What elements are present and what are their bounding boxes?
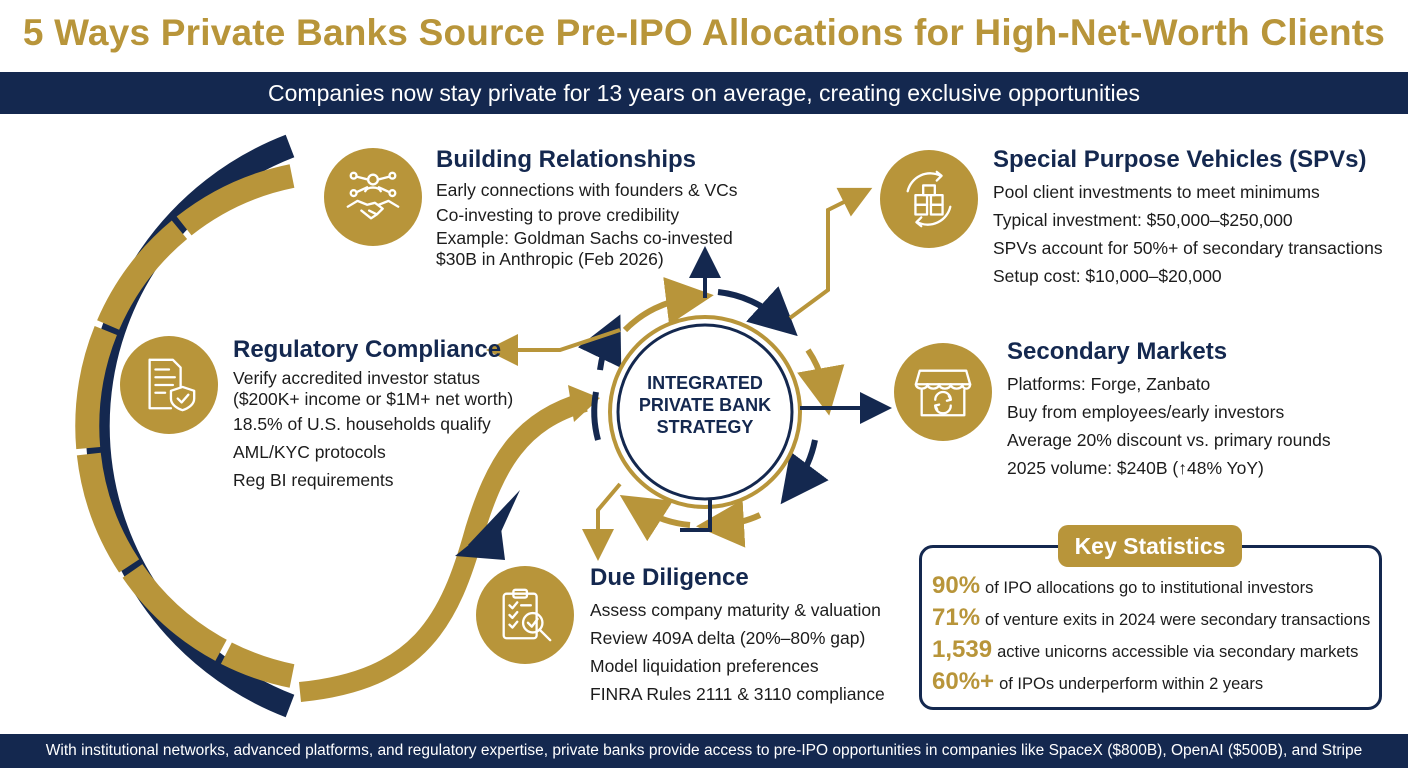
document-shield-icon [120,336,218,434]
section-item: Model liquidation preferences [590,656,819,676]
key-statistics-box [919,545,1382,710]
section-item: Platforms: Forge, Zanbato [1007,374,1211,394]
footer-banner: With institutional networks, advanced pl… [0,734,1408,768]
clipboard-magnifier-icon [476,566,574,664]
section-title: Regulatory Compliance [233,336,502,363]
section-item: Early connections with founders & VCs [436,180,738,200]
section-item: Setup cost: $10,000–$20,000 [993,266,1222,286]
stat-value: 90% [932,572,981,599]
handshake-network-icon [324,148,422,246]
section-regulatory-compliance: Regulatory Compliance Verify accredited … [233,336,513,494]
boxes-cycle-icon [880,150,978,248]
section-title: Secondary Markets [1007,338,1228,365]
section-item: FINRA Rules 2111 & 3110 compliance [590,684,885,704]
section-building-relationships: Building Relationships Early connections… [436,146,738,270]
section-item: Assess company maturity & valuation [590,600,881,620]
section-item: 2025 volume: $240B (↑48% YoY) [1007,458,1264,478]
section-item: ($200K+ income or $1M+ net worth) [233,389,514,409]
section-item: Reg BI requirements [233,470,394,490]
center-line: PRIVATE BANK [638,395,772,415]
stat-value: 60%+ [932,668,995,695]
section-item: 18.5% of U.S. households qualify [233,414,491,434]
section-item: Pool client investments to meet minimums [993,182,1320,202]
stat-item: 71% of venture exits in 2024 were second… [932,604,1378,636]
stat-item: 1,539 active unicorns accessible via sec… [932,636,1378,668]
section-item: Review 409A delta (20%–80% gap) [590,628,866,648]
section-item: AML/KYC protocols [233,442,386,462]
key-statistics-title: Key Statistics [1058,525,1242,567]
section-secondary-markets: Secondary Markets Platforms: Forge, Zanb… [1007,338,1331,482]
storefront-exchange-icon [894,343,992,441]
subtitle-banner: Companies now stay private for 13 years … [0,72,1408,114]
section-item: Typical investment: $50,000–$250,000 [993,210,1293,230]
stat-text: of venture exits in 2024 were secondary … [985,611,1371,629]
section-title: Building Relationships [436,146,697,173]
stat-value: 1,539 [932,636,993,663]
stat-item: 90% of IPO allocations go to institution… [932,572,1378,604]
section-item: Example: Goldman Sachs co-invested [436,228,733,248]
stat-text: active unicorns accessible via secondary… [997,643,1359,661]
stat-text: of IPOs underperform within 2 years [999,675,1264,693]
center-line: INTEGRATED [647,373,763,393]
section-spv: Special Purpose Vehicles (SPVs) Pool cli… [993,146,1383,290]
section-due-diligence: Due Diligence Assess company maturity & … [590,564,885,708]
center-strategy-label: INTEGRATED PRIVATE BANK STRATEGY [612,372,798,438]
growth-sweep-arrow [299,392,588,702]
section-title: Special Purpose Vehicles (SPVs) [993,146,1367,173]
page-title: 5 Ways Private Banks Source Pre-IPO Allo… [22,12,1386,53]
section-item: SPVs account for 50%+ of secondary trans… [993,238,1383,258]
section-item: $30B in Anthropic (Feb 2026) [436,249,664,269]
section-title: Due Diligence [590,564,749,591]
inner-gold-arc [75,164,295,688]
section-item: Verify accredited investor status [233,368,481,388]
stat-text: of IPO allocations go to institutional i… [985,579,1314,597]
key-statistics-list: 90% of IPO allocations go to institution… [932,572,1378,700]
section-item: Buy from employees/early investors [1007,402,1285,422]
section-item: Co-investing to prove credibility [436,205,680,225]
section-item: Average 20% discount vs. primary rounds [1007,430,1331,450]
stat-item: 60%+ of IPOs underperform within 2 years [932,668,1378,700]
stat-value: 71% [932,604,981,631]
growth-sweep-arrowhead [568,385,600,422]
center-line: STRATEGY [656,417,754,437]
